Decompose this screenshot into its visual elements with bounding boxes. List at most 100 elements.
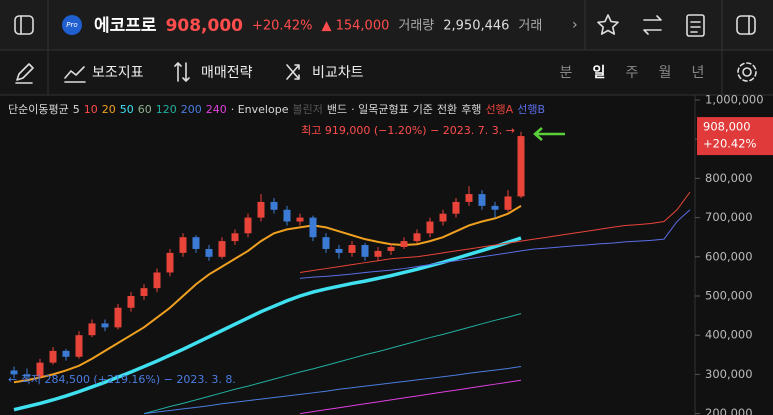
candle-body: [101, 323, 109, 328]
legend-item: 기준: [413, 103, 433, 116]
candle-body: [166, 252, 174, 273]
y-tick-label: 200,000: [705, 406, 753, 415]
candle-body: [114, 307, 122, 328]
candle-body: [517, 136, 525, 197]
legend-item: · 일목균형표: [351, 102, 409, 116]
strategy-icon: [174, 62, 190, 82]
high-annotation: 최고 919,000 (−1.20%) − 2023. 7. 3. →: [301, 124, 515, 137]
indicator-line: [143, 366, 522, 415]
logo-text: Pro: [66, 21, 77, 29]
candle-body: [140, 288, 148, 296]
price-marker: [697, 117, 773, 156]
legend-item: 전환: [437, 103, 457, 116]
candle-body: [478, 194, 486, 206]
change-rate: +20.42%: [252, 19, 312, 34]
candle-body: [348, 245, 356, 253]
scroll-arrow[interactable]: ›: [572, 17, 578, 33]
logo: [62, 15, 82, 35]
candle-body: [62, 350, 70, 357]
legend-item: 밴드: [327, 103, 347, 116]
candle-body: [231, 233, 239, 242]
candle-body: [218, 241, 226, 257]
candle-body: [296, 217, 304, 222]
draw-button[interactable]: [15, 63, 34, 84]
favorite-button[interactable]: [597, 14, 619, 35]
top-bar: [0, 0, 773, 50]
candle-body: [270, 201, 278, 210]
indicator-line: [143, 313, 522, 415]
candle-body: [244, 217, 252, 234]
price-marker-value: 908,000: [703, 120, 751, 134]
candle-body: [361, 245, 369, 257]
candle-body: [504, 196, 512, 210]
indicator-icon: [64, 66, 86, 83]
price-marker-rate: +20.42%: [703, 137, 757, 151]
price: 908,000: [166, 16, 244, 36]
candle-body: [49, 350, 57, 363]
y-tick-label: 600,000: [705, 249, 753, 263]
legend-item: 후행: [461, 103, 481, 116]
period-button[interactable]: 일: [593, 65, 606, 81]
legend-item: 50: [120, 103, 134, 116]
candle-body: [75, 335, 83, 357]
tool-button[interactable]: 비교차트: [312, 65, 364, 81]
swap-button[interactable]: [643, 15, 662, 35]
settings-button[interactable]: [737, 62, 757, 82]
candle-body: [127, 295, 135, 308]
panel-button[interactable]: [736, 15, 756, 35]
y-tick-label: 700,000: [705, 210, 753, 224]
candle-body: [335, 248, 343, 253]
plot: 1,000,000900,000800,000700,000600,000500…: [8, 93, 773, 415]
candle-body: [205, 248, 213, 257]
stock-name: 에코프로: [94, 16, 157, 36]
candle-body: [426, 221, 434, 234]
legend-item: 120: [156, 103, 177, 116]
candle-body: [309, 217, 317, 238]
volume-label: 거래량: [398, 19, 434, 34]
period-button[interactable]: 분: [560, 65, 573, 81]
legend-item: 볼린저: [292, 103, 322, 116]
candle-body: [413, 233, 421, 242]
candle-body: [10, 370, 18, 375]
y-tick-label: 500,000: [705, 288, 753, 302]
volume-cut: 거래: [518, 19, 542, 34]
volume: 2,950,446: [443, 19, 509, 34]
low-annotation: ← 최저 284,500 (+219.16%) − 2023. 3. 8.: [8, 373, 236, 386]
legend-item: 10: [84, 103, 98, 116]
candle-body: [283, 209, 291, 222]
period-button[interactable]: 년: [692, 65, 705, 81]
legend-item: 200: [181, 103, 202, 116]
y-tick-label: 800,000: [705, 171, 753, 185]
candle-body: [192, 237, 200, 249]
legend-item: 20: [102, 103, 116, 116]
legend-item: 5: [73, 103, 80, 116]
legend-item: 선행A: [485, 103, 513, 116]
tool-button[interactable]: 매매전략: [201, 65, 253, 81]
candle-body: [400, 241, 408, 248]
tool-button[interactable]: 보조지표: [92, 65, 144, 81]
candle-body: [374, 250, 382, 257]
indicator-line: [299, 379, 522, 415]
legend-item: 240: [206, 103, 227, 116]
candle-body: [257, 201, 265, 218]
y-tick-label: 300,000: [705, 367, 753, 381]
candle-body: [88, 323, 96, 336]
candle-body: [153, 272, 161, 289]
tools: 보조지표 매매전략 비교차트 분 일 주 월 년: [92, 65, 704, 81]
candle-body: [322, 237, 330, 249]
sidebar-button[interactable]: [14, 15, 34, 35]
legend-item: 단순이동평균: [8, 103, 69, 116]
candle-body: [387, 247, 395, 251]
y-tick-label: 400,000: [705, 328, 753, 342]
memo-button[interactable]: [686, 14, 705, 37]
indicator-line: [13, 204, 522, 384]
period-button[interactable]: 주: [626, 65, 639, 81]
indicator-line: [299, 209, 691, 279]
pointer-arrow: [533, 127, 565, 141]
candle-body: [179, 237, 187, 253]
legend-item: · Envelope: [231, 103, 289, 116]
legend-item: 60: [138, 103, 152, 116]
candle-body: [452, 201, 460, 214]
period-button[interactable]: 월: [659, 65, 672, 81]
